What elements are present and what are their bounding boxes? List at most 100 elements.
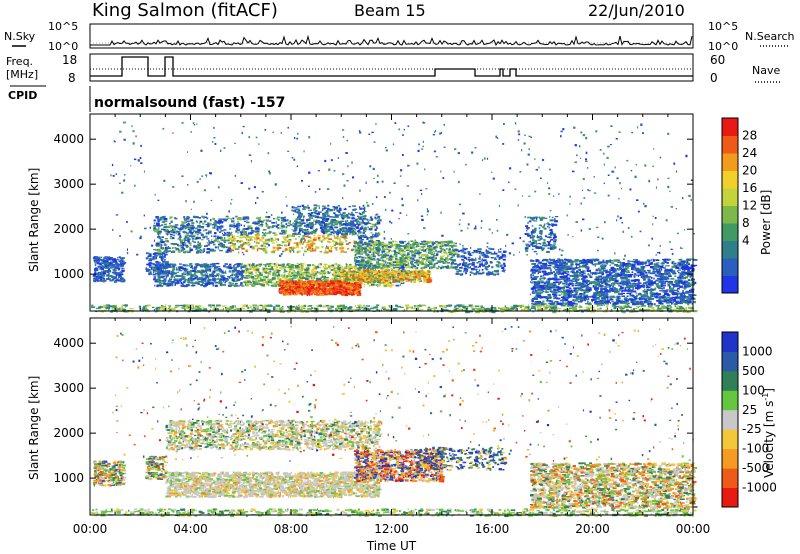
echo-cell — [306, 293, 308, 297]
echo-cell — [531, 305, 536, 308]
echo-cell — [276, 247, 278, 250]
echo-cell — [433, 310, 436, 313]
echo-cell — [170, 235, 173, 237]
echo-cell — [229, 225, 234, 228]
echo-cell — [375, 240, 380, 242]
echo-cell — [341, 228, 346, 232]
echo-cell — [152, 259, 155, 261]
echo-cell — [285, 278, 289, 280]
echo-cell — [372, 274, 376, 277]
echo-cell — [113, 265, 116, 267]
echo-cell — [649, 304, 653, 307]
echo-cell — [345, 227, 348, 229]
echo-cell — [414, 270, 416, 273]
echo-cell — [243, 281, 247, 284]
echo-cell — [109, 274, 113, 277]
echo-cell — [474, 305, 480, 308]
echo-cell — [351, 277, 354, 279]
echo-cell — [256, 281, 260, 284]
echo-cell — [156, 231, 160, 234]
echo-cell — [266, 216, 271, 219]
echo-cell — [277, 219, 280, 221]
echo-cell — [189, 219, 194, 222]
echo-cell — [364, 278, 366, 281]
echo-cell — [348, 284, 351, 286]
echo-cell — [321, 284, 325, 287]
echo-cell — [194, 263, 197, 266]
echo-cell — [293, 242, 298, 244]
echo-cell — [153, 270, 158, 272]
echo-cell — [242, 305, 248, 307]
echo-cell — [316, 279, 320, 281]
echo-cell — [184, 218, 186, 221]
echo-cell — [374, 263, 377, 266]
freq-label: Freq. — [6, 55, 33, 68]
echo-cell — [372, 269, 375, 271]
echo-cell — [195, 220, 198, 223]
echo-cell — [412, 272, 415, 275]
echo-cell — [119, 259, 124, 262]
echo-cell — [302, 262, 305, 265]
echo-cell — [119, 263, 122, 266]
echo-cell — [256, 230, 260, 233]
echo-cell — [254, 227, 259, 230]
echo-cell — [266, 311, 271, 313]
echo-cell — [606, 305, 609, 308]
freq-trace — [90, 56, 693, 77]
echo-cell — [190, 224, 194, 227]
echo-cell — [262, 263, 267, 266]
echo-cell — [596, 308, 601, 310]
echo-cell — [110, 261, 112, 263]
echo-cell — [330, 269, 334, 271]
echo-cell — [352, 278, 355, 280]
echo-cell — [395, 263, 400, 266]
echo-cell — [161, 280, 165, 282]
echo-cell — [189, 244, 192, 247]
echo-cell — [247, 227, 250, 229]
echo-cell — [302, 276, 304, 279]
echo-cell — [261, 224, 263, 227]
echo-cell — [208, 265, 212, 268]
echo-cell — [442, 309, 448, 311]
echo-cell — [208, 304, 210, 307]
echo-cell — [164, 262, 168, 266]
echo-cell — [155, 242, 160, 245]
echo-cell — [610, 308, 613, 312]
echo-cell — [269, 280, 273, 283]
echo-cell — [287, 219, 289, 222]
echo-cell — [192, 279, 195, 281]
echo-cell — [92, 275, 96, 277]
echo-cell — [264, 264, 267, 267]
echo-cell — [148, 272, 152, 275]
echo-cell — [371, 282, 375, 285]
echo-cell — [324, 230, 327, 233]
echo-cell — [326, 277, 329, 279]
echo-cell — [363, 304, 365, 307]
echo-cell — [228, 308, 232, 311]
echo-cell — [553, 309, 558, 311]
echo-cell — [372, 276, 374, 279]
echo-cell — [290, 264, 293, 266]
echo-cell — [278, 272, 280, 275]
echo-cell — [289, 247, 293, 249]
echo-cell — [272, 282, 275, 284]
echo-cell — [145, 306, 147, 309]
echo-cell — [355, 290, 358, 293]
echo-cell — [293, 309, 296, 312]
echo-cell — [373, 279, 376, 281]
echo-cell — [205, 267, 207, 270]
echo-cell — [419, 279, 422, 282]
echo-cell — [108, 308, 110, 311]
echo-cell — [363, 263, 366, 266]
echo-cell — [273, 282, 276, 285]
echo-cell — [173, 272, 175, 275]
echo-cell — [225, 308, 227, 311]
echo-cell — [364, 223, 367, 226]
echo-cell — [370, 270, 373, 272]
echo-cell — [111, 271, 115, 274]
echo-cell — [192, 215, 196, 219]
echo-cell — [118, 256, 121, 259]
echo-cell — [624, 306, 629, 309]
echo-cell — [202, 282, 205, 285]
echo-cell — [118, 272, 122, 274]
